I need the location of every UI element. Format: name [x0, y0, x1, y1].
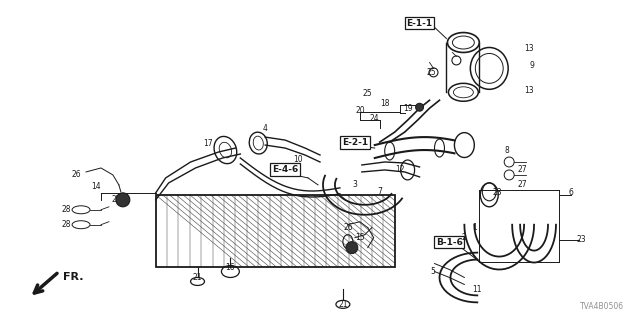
- Text: TVA4B0506: TVA4B0506: [580, 302, 623, 311]
- Text: E-2-1: E-2-1: [342, 138, 368, 147]
- Text: 17: 17: [204, 139, 213, 148]
- Text: 11: 11: [472, 285, 482, 294]
- Text: 2: 2: [462, 233, 467, 242]
- Circle shape: [415, 103, 424, 111]
- Text: 3: 3: [353, 180, 357, 189]
- Text: B-1-6: B-1-6: [436, 238, 463, 247]
- Text: 18: 18: [380, 99, 390, 108]
- Text: 28: 28: [61, 220, 71, 229]
- Text: 5: 5: [430, 267, 435, 276]
- Text: 19: 19: [403, 104, 412, 113]
- Text: 10: 10: [293, 156, 303, 164]
- Bar: [156, 195, 395, 267]
- Text: 23: 23: [492, 188, 502, 197]
- Text: E-1-1: E-1-1: [406, 19, 433, 28]
- Text: 22: 22: [111, 195, 120, 204]
- Text: 23: 23: [576, 235, 586, 244]
- Text: 4: 4: [263, 124, 268, 132]
- Text: 6: 6: [568, 188, 573, 197]
- Text: 26: 26: [71, 171, 81, 180]
- Text: 21: 21: [338, 300, 348, 309]
- Text: 12: 12: [395, 165, 404, 174]
- Text: 25: 25: [427, 68, 436, 77]
- Text: 27: 27: [517, 165, 527, 174]
- Text: 16: 16: [225, 263, 236, 272]
- Text: 25: 25: [363, 89, 372, 98]
- Text: 26: 26: [343, 223, 353, 232]
- Text: FR.: FR.: [63, 273, 84, 283]
- Text: 7: 7: [378, 188, 382, 196]
- Text: 14: 14: [91, 182, 100, 191]
- Text: 21: 21: [193, 273, 202, 282]
- Text: 15: 15: [355, 233, 365, 242]
- Text: 27: 27: [517, 180, 527, 189]
- Text: 13: 13: [524, 44, 534, 53]
- Circle shape: [116, 193, 130, 207]
- Text: 28: 28: [61, 205, 71, 214]
- Text: E-4-6: E-4-6: [272, 165, 298, 174]
- Text: 1: 1: [472, 223, 477, 232]
- Circle shape: [346, 242, 358, 253]
- Text: 24: 24: [370, 114, 380, 123]
- Text: 13: 13: [524, 86, 534, 95]
- Text: 22: 22: [347, 243, 356, 252]
- Text: 20: 20: [355, 106, 365, 115]
- Text: 8: 8: [505, 146, 509, 155]
- Text: 9: 9: [530, 61, 534, 70]
